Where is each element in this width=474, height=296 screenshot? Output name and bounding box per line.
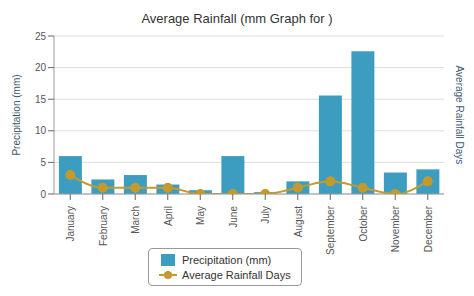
svg-text:5: 5 (40, 157, 46, 168)
svg-text:25: 25 (35, 31, 47, 42)
svg-text:December: December (423, 205, 434, 252)
svg-text:April: April (163, 206, 174, 226)
svg-text:0: 0 (40, 189, 46, 200)
html-text:Average Rainfall (mm Graph for: Average Rainfall (mm Graph for ) (141, 11, 333, 26)
svg-text:10: 10 (35, 125, 47, 136)
svg-text:February: February (98, 206, 109, 246)
svg-text:March: March (130, 206, 141, 234)
svg-text:Average Rainfall Days: Average Rainfall Days (454, 66, 465, 165)
svg-text:May: May (195, 206, 206, 225)
svg-text:August: August (293, 206, 304, 237)
html-text:Precipitation (mm): Precipitation (mm) (182, 253, 272, 266)
html-text:Average Rainfall Days: Average Rainfall Days (182, 268, 291, 281)
svg-text:November: November (390, 205, 401, 252)
svg-text:September: September (325, 205, 336, 255)
svg-text:20: 20 (35, 62, 47, 73)
svg-text:July: July (260, 206, 271, 224)
svg-text:Precipitation (mm): Precipitation (mm) (11, 74, 22, 155)
svg-text:June: June (228, 206, 239, 228)
svg-text:January: January (65, 206, 76, 242)
svg-text:15: 15 (35, 94, 47, 105)
svg-text:October: October (358, 205, 369, 241)
